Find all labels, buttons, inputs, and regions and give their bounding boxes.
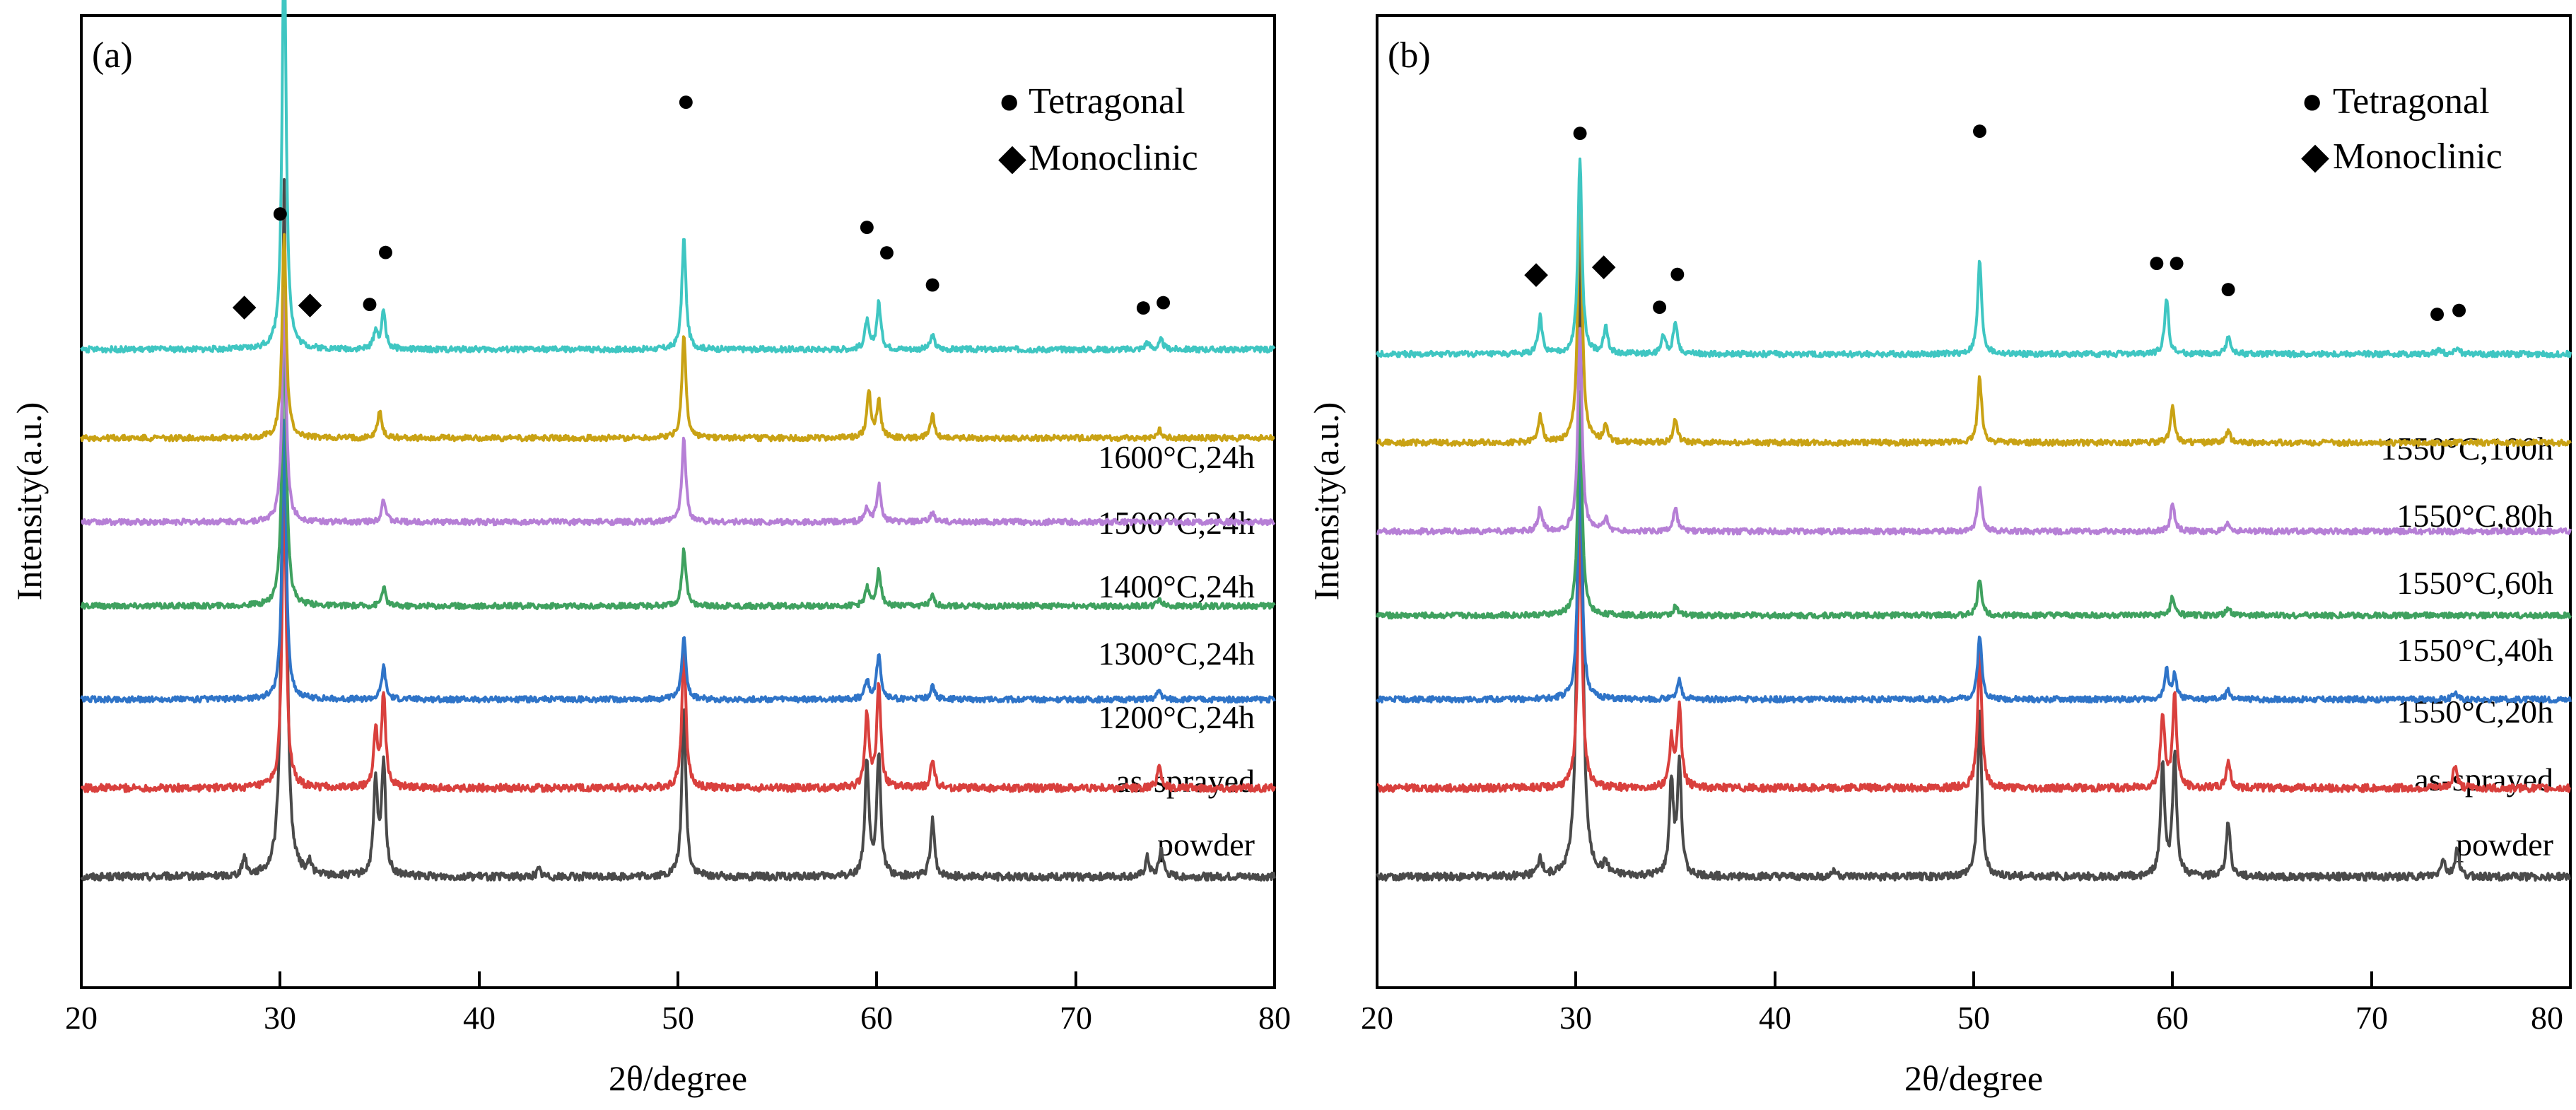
x-tick-label: 80 [2531,1000,2563,1036]
panel-a-y-axis-title: Intensity(a.u.) [9,402,49,600]
panel-b-legend: ● Tetragonal ◆ Monoclinic [2301,81,2502,177]
legend-marker-tetragonal: ● [2301,81,2323,122]
tetragonal-marker: ● [1970,112,1989,147]
panel-a-plot-area: ◆ ◆ ●●●●●●●● ● [80,0,1276,882]
panel-b-trace-labels: powder as-sprayed 1550°C,20h 1550°C,40h … [2380,431,2553,863]
x-tick-label: 30 [1559,1000,1592,1036]
tetragonal-marker: ● [2167,245,2186,279]
panel-b-plot-area: ◆ ◆●●● ●● ●●● ● [1376,112,2572,882]
legend-label-tetragonal: Tetragonal [1029,81,1185,122]
x-tick-label: 60 [2156,1000,2189,1036]
tetragonal-marker: ● [1154,284,1173,319]
trace-label: 1550°C,60h [2396,565,2553,601]
tetragonal-marker: ● [376,234,395,269]
monoclinic-marker: ◆ [1524,256,1548,291]
trace-label: powder [2456,826,2553,863]
x-tick-label: 70 [1060,1000,1092,1036]
x-tick-label: 40 [1759,1000,1791,1036]
xrd-trace [81,286,1276,527]
monoclinic-marker: ◆ [298,286,322,321]
panel-a-legend: ● Tetragonal ◆ Monoclinic [998,81,1198,178]
panel-b-y-axis-title: Intensity(a.u.) [1306,402,1346,600]
xrd-trace [1376,444,2572,704]
trace-label: 1400°C,24h [1098,568,1255,604]
trace-label: as-sprayed [1116,763,1255,799]
monoclinic-marker: ◆ [1592,247,1616,282]
xrd-trace [80,177,1276,882]
panel-b-x-ticks [1376,971,2572,988]
tetragonal-marker: ● [857,209,877,243]
x-tick-label: 30 [264,1000,296,1036]
panel-a-x-ticks [80,971,1276,988]
legend-label-monoclinic: Monoclinic [2333,136,2502,177]
panel-a-x-tick-labels: 20 30 40 50 60 70 80 [65,1000,1291,1036]
legend-marker-tetragonal: ● [998,81,1020,122]
legend-label-tetragonal: Tetragonal [2333,81,2490,122]
legend-label-monoclinic: Monoclinic [1029,138,1198,178]
tetragonal-marker: ● [1650,288,1669,323]
x-tick-label: 80 [1258,1000,1291,1036]
tetragonal-marker: ● [2428,296,2447,330]
xrd-trace [1376,160,2572,448]
xrd-trace [1376,390,2572,620]
trace-label: 1550°C,40h [2396,632,2553,668]
trace-label: 1200°C,24h [1098,699,1255,735]
xrd-trace [80,419,1276,704]
monoclinic-marker: ◆ [233,288,257,322]
legend-marker-monoclinic: ◆ [998,138,1026,178]
trace-label: 1600°C,24h [1098,439,1255,475]
x-tick-label: 50 [662,1000,694,1036]
panel-b-x-tick-labels: 20 30 40 50 60 70 80 [1361,1000,2563,1036]
x-tick-label: 20 [1361,1000,1393,1036]
tetragonal-marker: ● [2449,292,2469,327]
legend-marker-monoclinic: ◆ [2301,136,2329,177]
panel-b-label: (b) [1388,35,1431,76]
tetragonal-marker: ● [2148,245,2167,279]
trace-label: 1300°C,24h [1098,636,1255,672]
xrd-trace [80,294,1276,611]
xrd-trace [80,233,1275,443]
tetragonal-marker: ● [271,195,290,230]
x-tick-label: 20 [65,1000,98,1036]
tetragonal-marker: ● [1571,115,1590,149]
x-tick-label: 50 [1957,1000,1990,1036]
x-tick-label: 60 [860,1000,893,1036]
trace-label: 1550°C,100h [2380,431,2553,467]
tetragonal-marker: ● [361,286,380,320]
tetragonal-marker: ● [1134,289,1153,324]
panel-a: (a) Intensity(a.u.) 2θ/degree ● Tetragon… [9,0,1291,1098]
tetragonal-marker: ● [877,234,896,269]
tetragonal-marker: ● [1668,256,1687,291]
panel-a-trace-labels: powder as-sprayed 1200°C,24h 1300°C,24h … [1098,439,1255,863]
tetragonal-marker: ● [923,266,942,300]
x-tick-label: 40 [463,1000,496,1036]
panel-b-x-axis-title: 2θ/degree [1904,1058,2043,1098]
trace-label: powder [1157,826,1255,863]
xrd-trace [80,477,1276,793]
panel-b: (b) Intensity(a.u.) 2θ/degree ● Tetragon… [1306,14,2572,1098]
xrd-trace [1376,327,2572,536]
xrd-trace [1376,157,2572,358]
xrd-trace [1376,508,2572,793]
xrd-trace [80,0,1276,354]
panel-a-label: (a) [92,35,133,76]
tetragonal-marker: ● [677,83,696,118]
panel-a-x-axis-title: 2θ/degree [609,1058,747,1098]
tetragonal-marker: ● [2219,271,2238,305]
x-tick-label: 70 [2355,1000,2388,1036]
